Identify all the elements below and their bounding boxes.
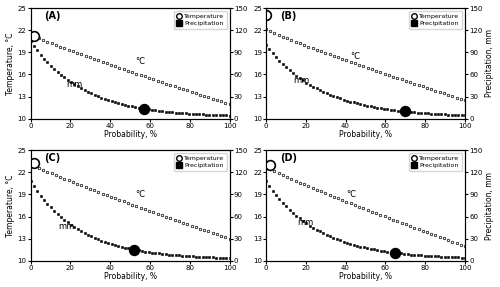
Y-axis label: Precipitation, mm: Precipitation, mm [486,172,494,240]
X-axis label: Probability, %: Probability, % [339,272,392,282]
Legend: Temperature, Precipitation: Temperature, Precipitation [174,153,227,171]
Text: mm: mm [294,76,310,85]
Y-axis label: Temperature, °C: Temperature, °C [6,32,15,95]
Legend: Temperature, Precipitation: Temperature, Precipitation [410,153,462,171]
Y-axis label: Precipitation, mm: Precipitation, mm [486,29,494,97]
X-axis label: Probability, %: Probability, % [104,272,156,282]
Text: °C: °C [135,57,145,66]
Y-axis label: Temperature, °C: Temperature, °C [6,174,15,237]
Text: °C: °C [135,190,145,199]
X-axis label: Probability, %: Probability, % [339,130,392,139]
Text: (D): (D) [280,154,297,164]
X-axis label: Probability, %: Probability, % [104,130,156,139]
Text: (B): (B) [280,11,296,21]
Legend: Temperature, Precipitation: Temperature, Precipitation [174,11,227,29]
Text: °C: °C [346,190,356,199]
Legend: Temperature, Precipitation: Temperature, Precipitation [410,11,462,29]
Text: (A): (A) [44,11,61,21]
Text: (C): (C) [44,154,60,164]
Text: mm: mm [58,222,74,231]
Text: mm: mm [298,218,314,227]
Text: °C: °C [350,52,360,61]
Text: mm: mm [66,79,82,89]
